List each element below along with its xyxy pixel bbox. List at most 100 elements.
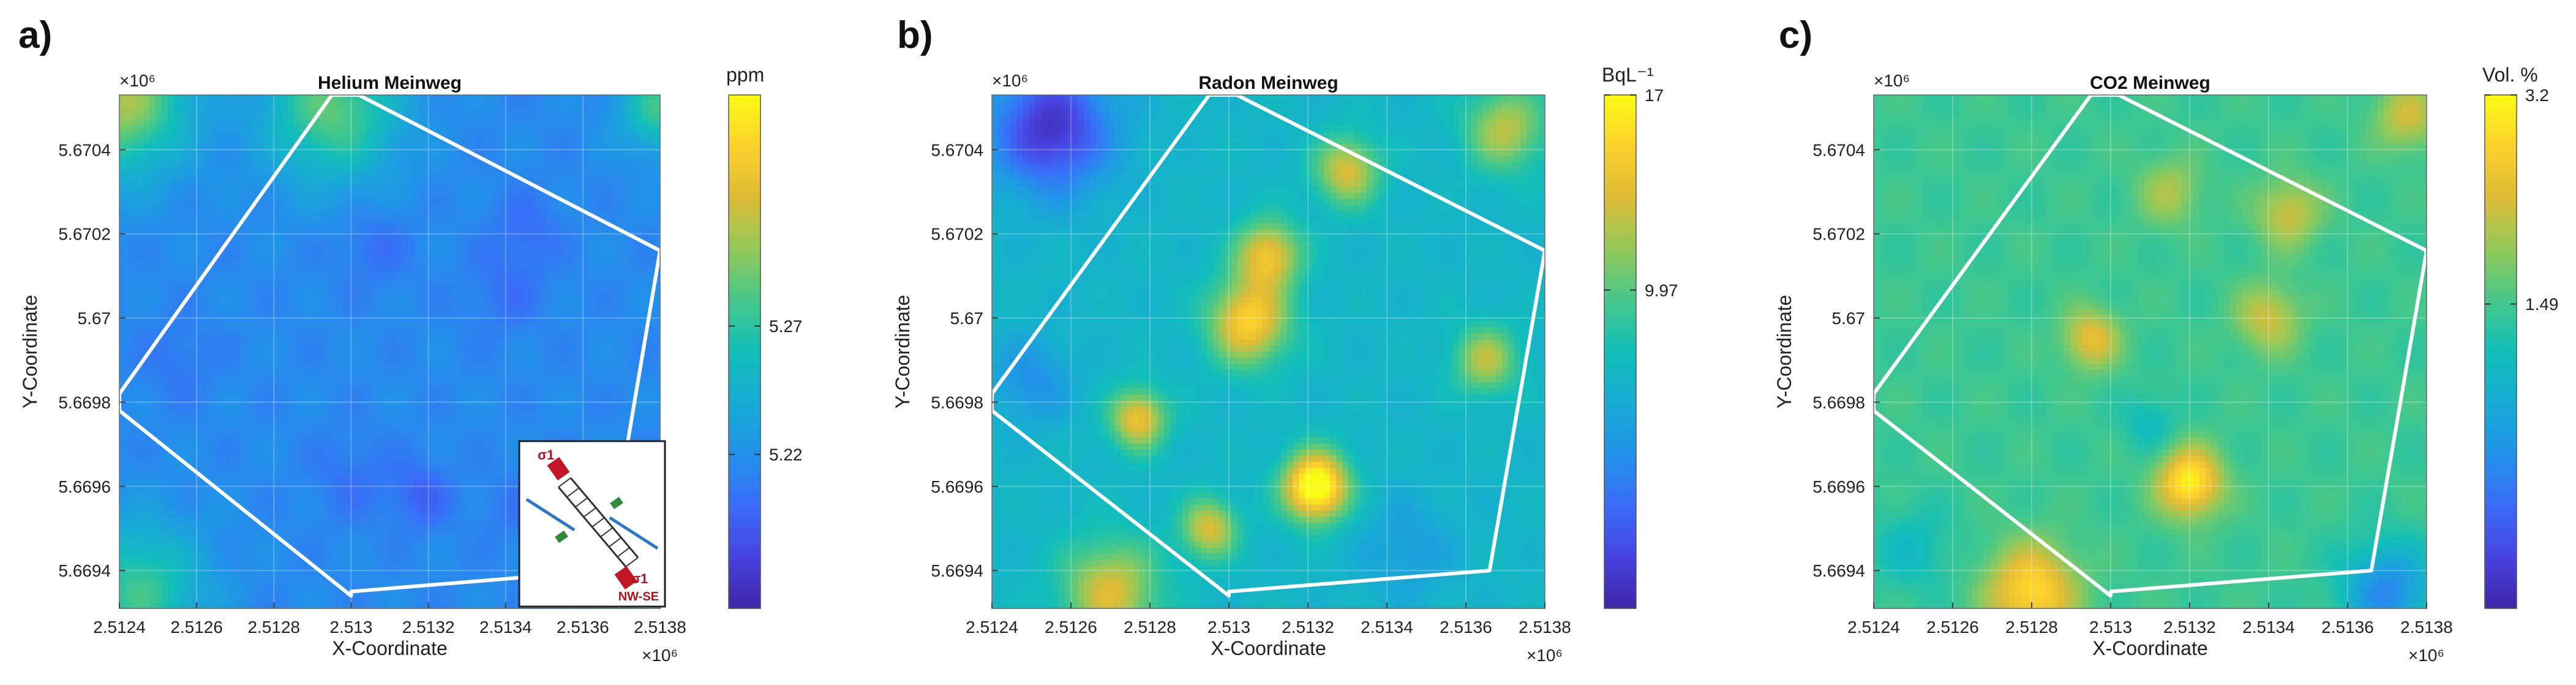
heatmap-cell bbox=[354, 480, 360, 487]
heatmap-cell bbox=[126, 401, 132, 407]
heatmap-cell bbox=[126, 462, 132, 469]
heatmap-cell bbox=[258, 486, 264, 493]
heatmap-cell bbox=[276, 101, 282, 108]
heatmap-cell bbox=[126, 529, 132, 536]
heatmap-cell bbox=[258, 456, 264, 463]
heatmap-cell bbox=[390, 193, 396, 200]
heatmap-cell bbox=[167, 327, 173, 334]
heatmap-cell bbox=[306, 529, 312, 536]
heatmap-cell bbox=[378, 480, 384, 487]
heatmap-cell bbox=[372, 401, 378, 407]
heatmap-cell bbox=[126, 229, 132, 236]
heatmap-cell bbox=[222, 321, 228, 328]
heatmap-cell bbox=[474, 333, 480, 340]
heatmap-cell bbox=[366, 450, 372, 456]
heatmap-cell bbox=[239, 370, 246, 377]
heatmap-cell bbox=[432, 254, 438, 260]
heatmap-cell bbox=[426, 510, 432, 517]
heatmap-cell bbox=[156, 572, 162, 578]
heatmap-cell bbox=[288, 431, 294, 438]
heatmap-cell bbox=[233, 364, 239, 371]
heatmap-cell bbox=[282, 578, 288, 585]
heatmap-cell bbox=[132, 444, 138, 450]
heatmap-cell bbox=[414, 107, 420, 114]
heatmap-cell bbox=[438, 126, 444, 132]
heatmap-cell bbox=[420, 437, 426, 444]
heatmap-cell bbox=[456, 450, 462, 456]
heatmap-cell bbox=[216, 388, 222, 395]
heatmap-cell bbox=[468, 474, 474, 481]
heatmap-cell bbox=[228, 559, 234, 566]
heatmap-cell bbox=[438, 364, 444, 371]
heatmap-cell bbox=[149, 181, 156, 187]
heatmap-cell bbox=[420, 590, 426, 597]
heatmap-cell bbox=[162, 95, 168, 102]
heatmap-cell bbox=[438, 602, 444, 609]
heatmap-cell bbox=[384, 370, 390, 377]
heatmap-cell bbox=[288, 107, 294, 114]
heatmap-cell bbox=[132, 401, 138, 407]
heatmap-cell bbox=[282, 425, 288, 432]
heatmap-cell bbox=[294, 309, 300, 316]
heatmap-cell bbox=[462, 602, 468, 609]
heatmap-cell bbox=[450, 376, 456, 383]
heatmap-cell bbox=[167, 229, 173, 236]
heatmap-cell bbox=[149, 119, 156, 126]
heatmap-cell bbox=[263, 211, 269, 218]
heatmap-cell bbox=[450, 523, 456, 529]
heatmap-cell bbox=[209, 547, 216, 554]
heatmap-cell bbox=[126, 150, 132, 157]
heatmap-cell bbox=[198, 352, 204, 358]
heatmap-cell bbox=[162, 248, 168, 254]
heatmap-cell bbox=[462, 181, 468, 187]
heatmap-cell bbox=[222, 413, 228, 420]
heatmap-cell bbox=[162, 199, 168, 206]
heatmap-cell bbox=[450, 529, 456, 536]
heatmap-cell bbox=[306, 339, 312, 346]
heatmap-cell bbox=[179, 150, 186, 157]
heatmap-cell bbox=[462, 553, 468, 560]
heatmap-cell bbox=[269, 248, 276, 254]
heatmap-cell bbox=[294, 95, 300, 102]
heatmap-cell bbox=[162, 584, 168, 591]
heatmap-cell bbox=[456, 596, 462, 603]
heatmap-cell bbox=[282, 480, 288, 487]
heatmap-cell bbox=[372, 425, 378, 432]
heatmap-cell bbox=[384, 450, 390, 456]
heatmap-cell bbox=[173, 168, 179, 175]
heatmap-cell bbox=[186, 572, 192, 578]
heatmap-cell bbox=[276, 272, 282, 279]
heatmap-cell bbox=[408, 156, 414, 163]
heatmap-cell bbox=[414, 199, 420, 206]
heatmap-cell bbox=[329, 199, 336, 206]
heatmap-cell bbox=[216, 407, 222, 414]
heatmap-cell bbox=[444, 272, 450, 279]
heatmap-cell bbox=[414, 162, 420, 169]
heatmap-cell bbox=[342, 480, 348, 487]
heatmap-cell bbox=[444, 352, 450, 358]
heatmap-cell bbox=[378, 474, 384, 481]
heatmap-cell bbox=[294, 119, 300, 126]
heatmap-cell bbox=[366, 468, 372, 475]
heatmap-cell bbox=[402, 602, 408, 609]
heatmap-cell bbox=[143, 156, 149, 163]
heatmap-cell bbox=[132, 431, 138, 438]
heatmap-cell bbox=[246, 474, 252, 481]
heatmap-cell bbox=[324, 584, 330, 591]
heatmap-cell bbox=[359, 517, 366, 523]
heatmap-cell bbox=[239, 297, 246, 303]
heatmap-cell bbox=[450, 456, 456, 463]
heatmap-cell bbox=[132, 241, 138, 248]
heatmap-cell bbox=[269, 450, 276, 456]
heatmap-cell bbox=[186, 150, 192, 157]
heatmap-cell bbox=[426, 572, 432, 578]
heatmap-cell bbox=[239, 321, 246, 328]
heatmap-cell bbox=[408, 492, 414, 499]
heatmap-cell bbox=[198, 181, 204, 187]
heatmap-cell bbox=[156, 218, 162, 224]
heatmap-cell bbox=[186, 284, 192, 291]
heatmap-cell bbox=[342, 413, 348, 420]
heatmap-cell bbox=[269, 235, 276, 242]
heatmap-cell bbox=[438, 535, 444, 542]
heatmap-cell bbox=[179, 407, 186, 414]
